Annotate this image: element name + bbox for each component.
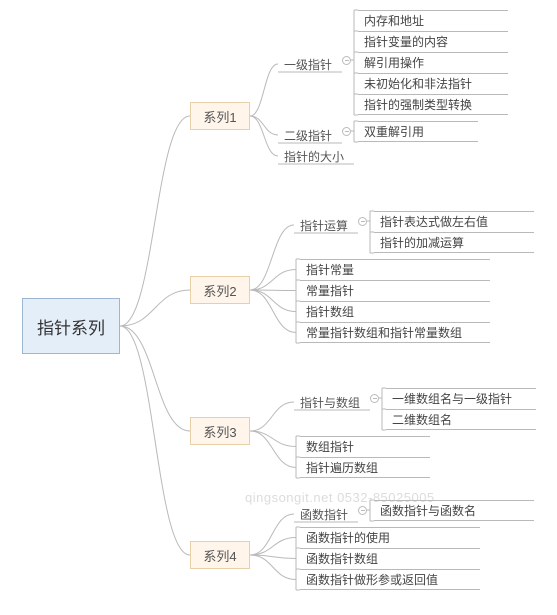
leaf-item: 解引用操作 bbox=[358, 52, 508, 73]
expand-joint-icon bbox=[370, 394, 379, 403]
branch-b1: 系列1 bbox=[190, 102, 250, 130]
mid-label: 一级指针 bbox=[284, 56, 332, 73]
leaf-item: 双重解引用 bbox=[358, 121, 478, 142]
mid-label: 指针与数组 bbox=[300, 394, 360, 411]
mid-label: 指针运算 bbox=[300, 217, 348, 234]
leaf-item: 函数指针的使用 bbox=[300, 527, 480, 548]
leaf-item: 函数指针数组 bbox=[300, 548, 480, 569]
expand-joint-icon bbox=[358, 506, 367, 515]
leaf-item: 常量指针 bbox=[300, 280, 490, 301]
leaf-item: 指针遍历数组 bbox=[300, 457, 430, 478]
mid-label: 指针的大小 bbox=[284, 148, 344, 165]
leaf-item: 指针的加减运算 bbox=[374, 232, 534, 253]
leaf-item: 指针常量 bbox=[300, 259, 490, 280]
leaf-item: 数组指针 bbox=[300, 436, 430, 457]
leaf-item: 函数指针做形参或返回值 bbox=[300, 569, 480, 590]
leaf-item: 指针数组 bbox=[300, 301, 490, 322]
mid-label: 二级指针 bbox=[284, 127, 332, 144]
branch-b2: 系列2 bbox=[190, 276, 250, 304]
leaf-item: 二维数组名 bbox=[386, 409, 536, 430]
leaf-item: 内存和地址 bbox=[358, 10, 508, 31]
leaf-item: 一维数组名与一级指针 bbox=[386, 388, 536, 409]
leaf-item: 指针的强制类型转换 bbox=[358, 94, 508, 115]
mid-label: 函数指针 bbox=[300, 506, 348, 523]
leaf-item: 指针表达式做左右值 bbox=[374, 211, 534, 232]
expand-joint-icon bbox=[358, 217, 367, 226]
expand-joint-icon bbox=[342, 127, 351, 136]
branch-b3: 系列3 bbox=[190, 417, 250, 445]
leaf-item: 常量指针数组和指针常量数组 bbox=[300, 322, 490, 343]
leaf-item: 函数指针与函数名 bbox=[374, 500, 534, 521]
expand-joint-icon bbox=[342, 56, 351, 65]
branch-b4: 系列4 bbox=[190, 541, 250, 569]
leaf-item: 指针变量的内容 bbox=[358, 31, 508, 52]
root-node: 指针系列 bbox=[22, 298, 120, 354]
leaf-item: 未初始化和非法指针 bbox=[358, 73, 508, 94]
